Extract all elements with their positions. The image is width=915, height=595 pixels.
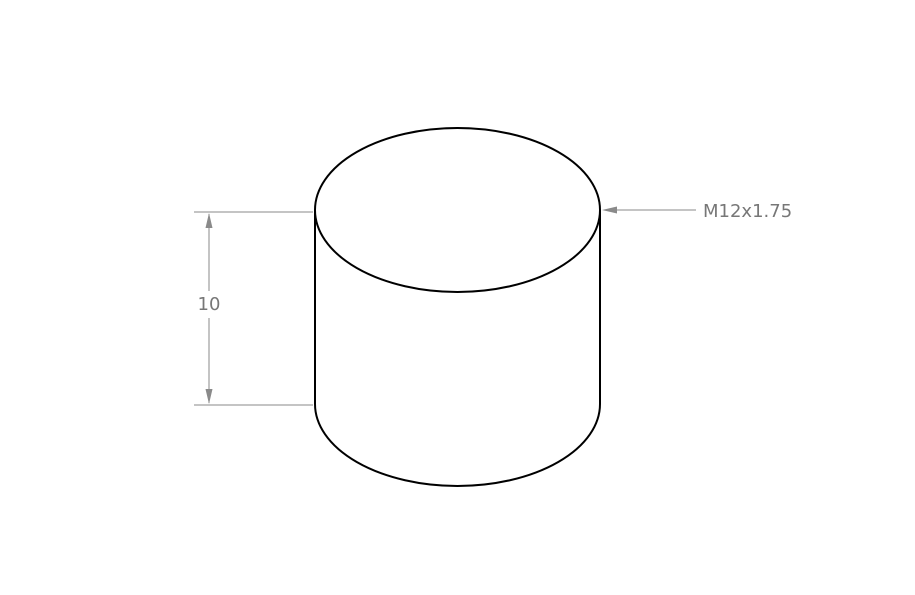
thread-callout-label: M12x1.75 bbox=[703, 201, 792, 222]
thread-callout: M12x1.75 bbox=[602, 201, 792, 222]
arrowhead-up bbox=[205, 213, 213, 228]
height-dimension-value: 10 bbox=[198, 294, 221, 315]
cylinder-bottom-edge bbox=[314, 403, 601, 487]
cylinder-part bbox=[314, 127, 601, 487]
leader-arrowhead bbox=[602, 206, 617, 214]
cylinder-top-face bbox=[314, 127, 601, 293]
height-dimension: 10 bbox=[194, 211, 313, 406]
arrowhead-down bbox=[205, 389, 213, 404]
